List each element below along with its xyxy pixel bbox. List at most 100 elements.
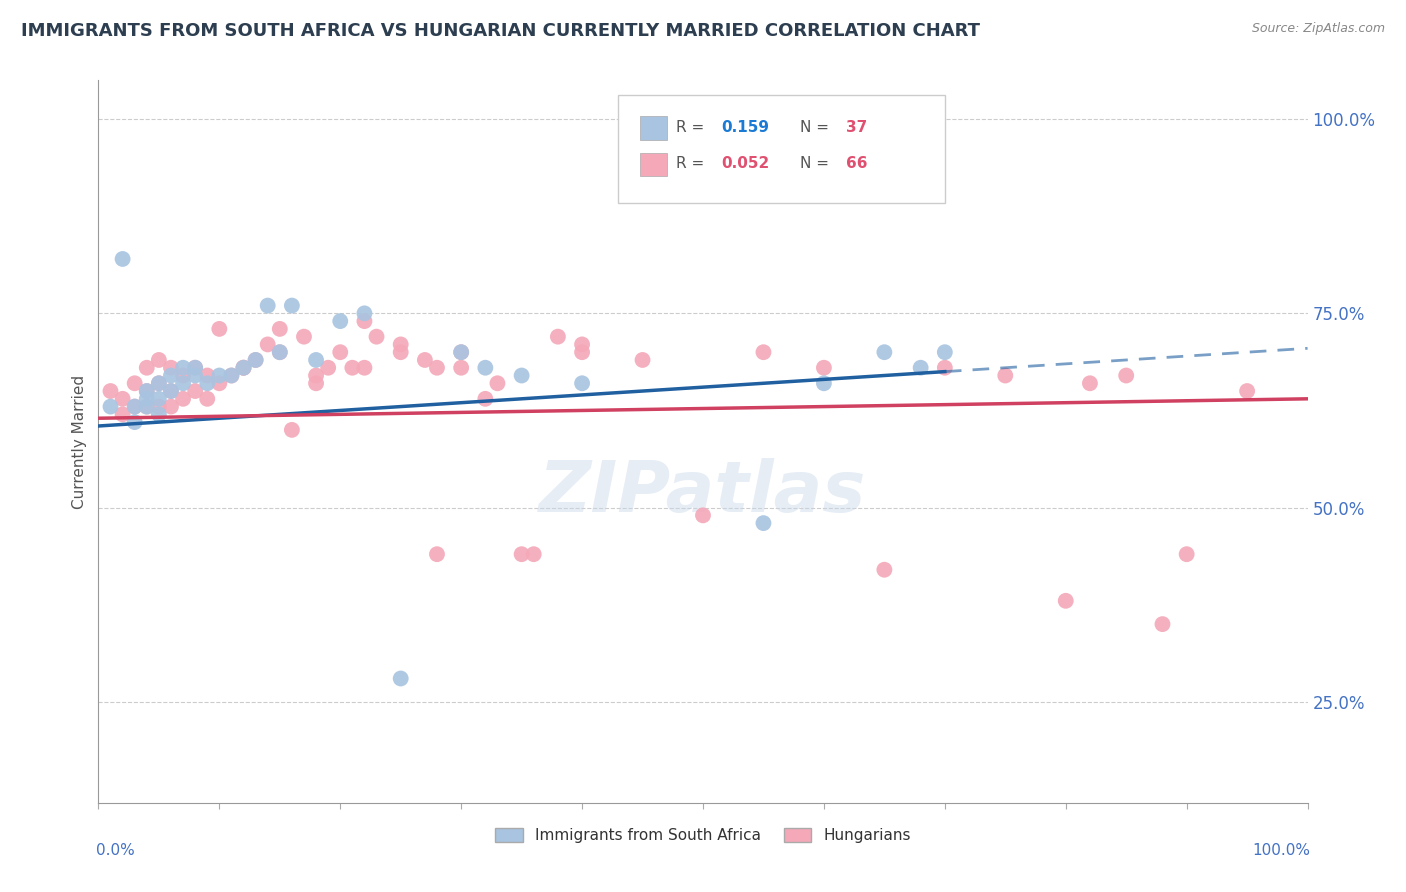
Point — [292, 329, 315, 343]
Point — [148, 376, 170, 391]
Point — [160, 384, 183, 398]
Point — [413, 353, 436, 368]
Point — [366, 329, 388, 343]
Point — [910, 360, 932, 375]
Point — [305, 368, 328, 383]
Point — [111, 392, 134, 406]
Point — [124, 415, 146, 429]
Point — [232, 360, 254, 375]
Text: 0.052: 0.052 — [721, 156, 769, 171]
Point — [148, 392, 170, 406]
Legend: Immigrants from South Africa, Hungarians: Immigrants from South Africa, Hungarians — [489, 822, 917, 849]
Point — [208, 322, 231, 336]
Point — [172, 376, 194, 391]
Point — [160, 360, 183, 375]
Point — [426, 547, 449, 561]
Point — [124, 376, 146, 391]
Point — [135, 400, 157, 414]
Point — [100, 400, 122, 414]
Text: IMMIGRANTS FROM SOUTH AFRICA VS HUNGARIAN CURRENTLY MARRIED CORRELATION CHART: IMMIGRANTS FROM SOUTH AFRICA VS HUNGARIA… — [21, 22, 980, 40]
Text: N =: N = — [800, 120, 834, 135]
Text: 0.0%: 0.0% — [96, 843, 135, 857]
Point — [148, 376, 170, 391]
Point — [111, 408, 134, 422]
Point — [316, 360, 339, 375]
Point — [342, 360, 364, 375]
Point — [245, 353, 267, 368]
Text: 0.159: 0.159 — [721, 120, 769, 135]
Y-axis label: Currently Married: Currently Married — [72, 375, 87, 508]
Point — [389, 345, 412, 359]
FancyBboxPatch shape — [619, 95, 945, 203]
Point — [124, 400, 146, 414]
Point — [111, 252, 134, 266]
Point — [184, 360, 207, 375]
Text: 37: 37 — [845, 120, 868, 135]
Point — [389, 337, 412, 351]
Point — [208, 368, 231, 383]
Point — [281, 423, 304, 437]
Text: 66: 66 — [845, 156, 868, 171]
Point — [873, 345, 896, 359]
Text: N =: N = — [800, 156, 834, 171]
Point — [148, 400, 170, 414]
Point — [195, 368, 218, 383]
Point — [426, 360, 449, 375]
Point — [329, 314, 352, 328]
Point — [100, 384, 122, 398]
Text: R =: R = — [676, 156, 710, 171]
Point — [752, 345, 775, 359]
Point — [172, 360, 194, 375]
Point — [486, 376, 509, 391]
Point — [934, 345, 956, 359]
Point — [1115, 368, 1137, 383]
Point — [160, 368, 183, 383]
Point — [184, 360, 207, 375]
Point — [245, 353, 267, 368]
Point — [172, 368, 194, 383]
Point — [523, 547, 546, 561]
Point — [160, 400, 183, 414]
Point — [232, 360, 254, 375]
Point — [221, 368, 243, 383]
Bar — [640, 153, 666, 176]
Point — [148, 353, 170, 368]
Text: R =: R = — [676, 120, 710, 135]
Point — [148, 408, 170, 422]
Point — [305, 376, 328, 391]
Point — [221, 368, 243, 383]
Point — [184, 384, 207, 398]
Point — [124, 400, 146, 414]
Point — [208, 376, 231, 391]
Point — [160, 384, 183, 398]
Point — [256, 337, 278, 351]
Point — [571, 345, 593, 359]
Point — [813, 360, 835, 375]
Point — [232, 360, 254, 375]
Point — [269, 345, 291, 359]
Point — [195, 392, 218, 406]
Point — [1054, 594, 1077, 608]
Point — [195, 376, 218, 391]
Point — [1236, 384, 1258, 398]
Point — [269, 345, 291, 359]
Point — [692, 508, 714, 523]
Point — [353, 360, 375, 375]
Point — [450, 345, 472, 359]
Point — [135, 384, 157, 398]
Point — [135, 360, 157, 375]
Point — [305, 353, 328, 368]
Text: Source: ZipAtlas.com: Source: ZipAtlas.com — [1251, 22, 1385, 36]
Point — [873, 563, 896, 577]
Text: ZIPatlas: ZIPatlas — [540, 458, 866, 526]
Point — [135, 400, 157, 414]
Point — [631, 353, 654, 368]
Point — [135, 392, 157, 406]
Point — [510, 547, 533, 561]
Point — [450, 360, 472, 375]
Point — [547, 329, 569, 343]
Point — [135, 384, 157, 398]
Point — [256, 299, 278, 313]
Point — [269, 322, 291, 336]
Point — [934, 360, 956, 375]
